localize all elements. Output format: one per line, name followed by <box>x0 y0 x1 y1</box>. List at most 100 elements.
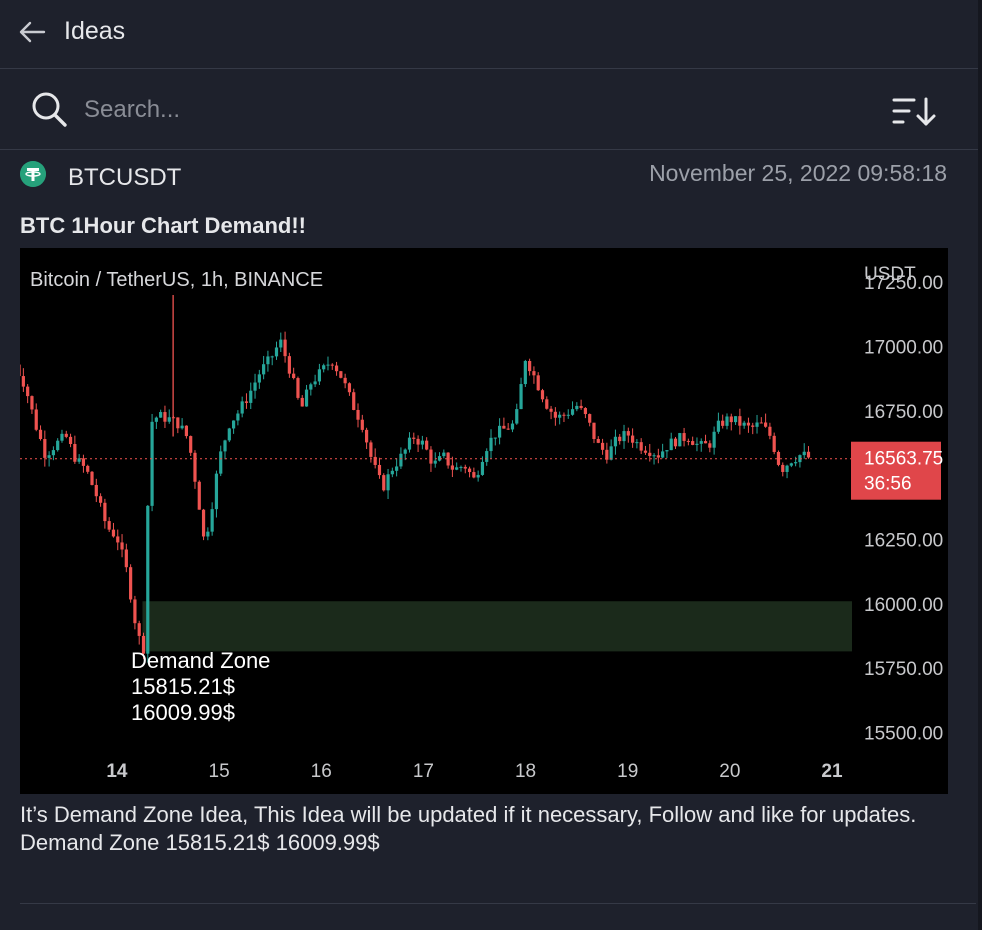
candle-body <box>124 549 128 568</box>
candle-body <box>785 465 789 472</box>
candle-body <box>266 356 270 365</box>
candle-body <box>201 509 206 537</box>
candle-body <box>34 409 38 430</box>
candle-body <box>450 465 455 470</box>
candle-body <box>648 452 652 456</box>
demand-zone-annotation: Demand Zone <box>131 648 270 673</box>
sort-icon[interactable] <box>892 96 938 128</box>
x-tick-label: 20 <box>719 761 740 782</box>
candle-body <box>120 542 124 550</box>
candle-body <box>68 436 73 445</box>
candle-body <box>86 465 90 472</box>
candle-body <box>330 364 334 366</box>
candle-body <box>442 452 446 457</box>
candle-body <box>686 440 690 442</box>
candle-body <box>47 455 51 458</box>
candle-body <box>390 470 394 475</box>
candle-body <box>592 422 596 440</box>
candle-body <box>116 536 120 543</box>
arrow-left-icon[interactable] <box>18 20 46 44</box>
candle-body <box>223 440 227 452</box>
candlestick-chart: Bitcoin / TetherUS, 1h, BINANCE USDT17250… <box>20 264 943 782</box>
candle-body <box>746 422 751 426</box>
price-label-box <box>851 441 941 500</box>
page-title: Ideas <box>64 17 126 45</box>
candle-body <box>480 461 485 475</box>
candle-body <box>26 386 30 397</box>
x-tick-label: 14 <box>106 761 128 782</box>
candle-body <box>150 421 154 506</box>
candle-body <box>60 433 64 441</box>
candle-body <box>493 437 497 439</box>
candle-body <box>364 429 369 443</box>
candle-body <box>596 439 600 443</box>
x-tick-label: 16 <box>311 761 332 782</box>
candle-body <box>30 396 34 410</box>
candle-body <box>197 481 201 510</box>
candle-body <box>549 408 553 412</box>
candle-body <box>656 455 660 458</box>
candle-body <box>712 431 716 448</box>
candle-countdown: 36:56 <box>864 474 912 495</box>
candle-body <box>652 455 656 457</box>
candle-body <box>159 412 163 418</box>
candle-body <box>386 474 390 491</box>
candle-body <box>733 416 738 423</box>
candle-body <box>510 423 515 430</box>
candle-body <box>283 339 287 357</box>
y-tick-label: 16250.00 <box>864 530 943 551</box>
candle-body <box>523 361 527 385</box>
candle-body <box>639 442 643 451</box>
candle-body <box>695 443 699 445</box>
candle-body <box>214 473 219 510</box>
tether-icon <box>20 161 46 187</box>
candle-body <box>472 472 476 478</box>
y-tick-label: 16750.00 <box>864 402 943 423</box>
candle-body <box>296 378 300 398</box>
header-bar: Ideas <box>0 0 978 69</box>
candle-body <box>738 416 742 426</box>
candle-body <box>313 381 317 385</box>
candle-body <box>673 438 678 447</box>
candle-body <box>77 458 81 462</box>
candle-body <box>626 431 630 436</box>
x-tick-label: 19 <box>617 761 638 782</box>
candle-body <box>292 373 296 379</box>
candle-body <box>304 389 309 407</box>
idea-title[interactable]: BTC 1Hour Chart Demand!! <box>20 213 307 238</box>
idea-description: It’s Demand Zone Idea, This Idea will be… <box>20 802 917 855</box>
candle-body <box>180 425 184 429</box>
candle-body <box>437 456 442 461</box>
x-tick-label: 17 <box>413 761 434 782</box>
candle-body <box>570 409 575 415</box>
candle-body <box>755 422 759 427</box>
candle-body <box>322 365 326 370</box>
symbol-label[interactable]: BTCUSDT <box>68 164 182 191</box>
candle-body <box>721 420 725 426</box>
candle-body <box>231 420 236 429</box>
y-tick-label: 17000.00 <box>864 337 943 358</box>
search-input[interactable] <box>82 91 686 129</box>
candle-body <box>416 438 420 445</box>
candle-body <box>678 433 682 447</box>
candle-body <box>64 433 68 437</box>
candle-body <box>38 429 43 440</box>
candle-body <box>802 451 806 456</box>
last-price-label: 16563.75 <box>864 449 943 470</box>
idea-chart[interactable]: Bitcoin / TetherUS, 1h, BINANCE USDT 17250… <box>20 248 948 794</box>
candle-body <box>425 440 429 450</box>
candle-body <box>420 440 424 445</box>
candle-body <box>691 441 695 445</box>
candle-body <box>403 449 407 454</box>
search-bar <box>0 69 978 150</box>
candle-body <box>583 408 588 415</box>
candle-body <box>467 468 472 473</box>
candle-body <box>506 428 510 430</box>
x-tick-label: 21 <box>821 761 843 782</box>
candle-body <box>343 377 347 384</box>
candle-body <box>703 441 708 444</box>
candle-body <box>111 529 116 537</box>
candle-body <box>725 416 729 426</box>
candle-body <box>189 436 193 453</box>
candle-body <box>768 426 772 436</box>
